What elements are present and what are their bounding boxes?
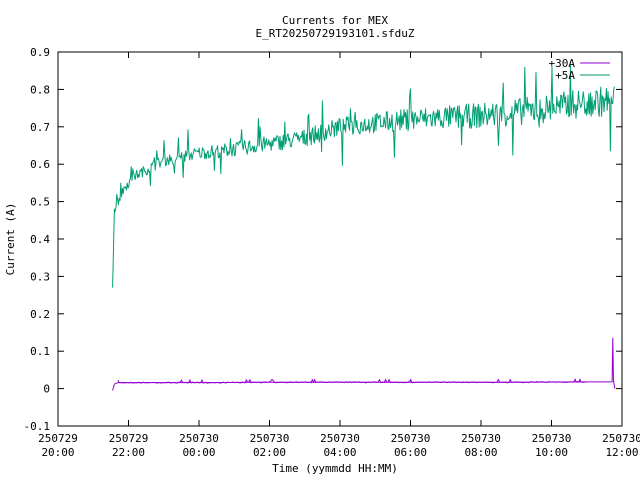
plot-area — [57, 51, 623, 427]
series-line — [112, 65, 615, 288]
legend-label: +30A — [549, 57, 576, 70]
y-tick-label: 0 — [43, 383, 50, 396]
x-tick-time: 00:00 — [182, 446, 215, 459]
y-axis: -0.1 0 0.1 0.2 0.3 0.4 0.5 0.6 0.7 0.8 0.9 — [24, 46, 622, 433]
x-tick-date: 250730 — [250, 432, 290, 445]
x-tick-time: 08:00 — [464, 446, 497, 459]
y-tick-label: 0.1 — [30, 345, 50, 358]
x-tick-time: 20:00 — [41, 446, 74, 459]
y-tick-label: 0.3 — [30, 270, 50, 283]
x-axis-label: Time (yymmdd HH:MM) — [272, 462, 398, 475]
series-line — [112, 337, 616, 391]
x-tick-time: 10:00 — [535, 446, 568, 459]
chart-title: Currents for MEX — [282, 14, 388, 27]
x-tick-time: 04:00 — [323, 446, 356, 459]
y-tick-label: 0.4 — [30, 233, 50, 246]
x-tick-date: 250730 — [532, 432, 572, 445]
x-tick-time: 22:00 — [112, 446, 145, 459]
y-tick-label: 0.8 — [30, 83, 50, 96]
x-tick-time: 02:00 — [253, 446, 286, 459]
y-tick-label: -0.1 — [24, 420, 51, 433]
legend: +30A+5A — [549, 57, 610, 82]
chart-subtitle: E_RT20250729193101.sfduZ — [256, 27, 415, 40]
x-tick-date: 250730 — [179, 432, 219, 445]
y-tick-label: 0.9 — [30, 46, 50, 59]
x-tick-time: 12:00 — [605, 446, 638, 459]
y-axis-label: Current (A) — [4, 203, 17, 276]
x-tick-date: 250729 — [38, 432, 78, 445]
x-tick-date: 250730 — [391, 432, 431, 445]
x-tick-date: 250730 — [320, 432, 360, 445]
x-tick-time: 06:00 — [394, 446, 427, 459]
x-axis: 25072920:0025072922:0025073000:002507300… — [38, 52, 640, 459]
series-layer — [112, 65, 616, 391]
legend-label: +5A — [555, 69, 575, 82]
y-tick-label: 0.2 — [30, 308, 50, 321]
y-tick-label: 0.7 — [30, 121, 50, 134]
x-tick-date: 250729 — [109, 432, 149, 445]
x-tick-date: 250730 — [461, 432, 501, 445]
y-tick-label: 0.5 — [30, 196, 50, 209]
x-tick-date: 250730 — [602, 432, 640, 445]
y-tick-label: 0.6 — [30, 158, 50, 171]
